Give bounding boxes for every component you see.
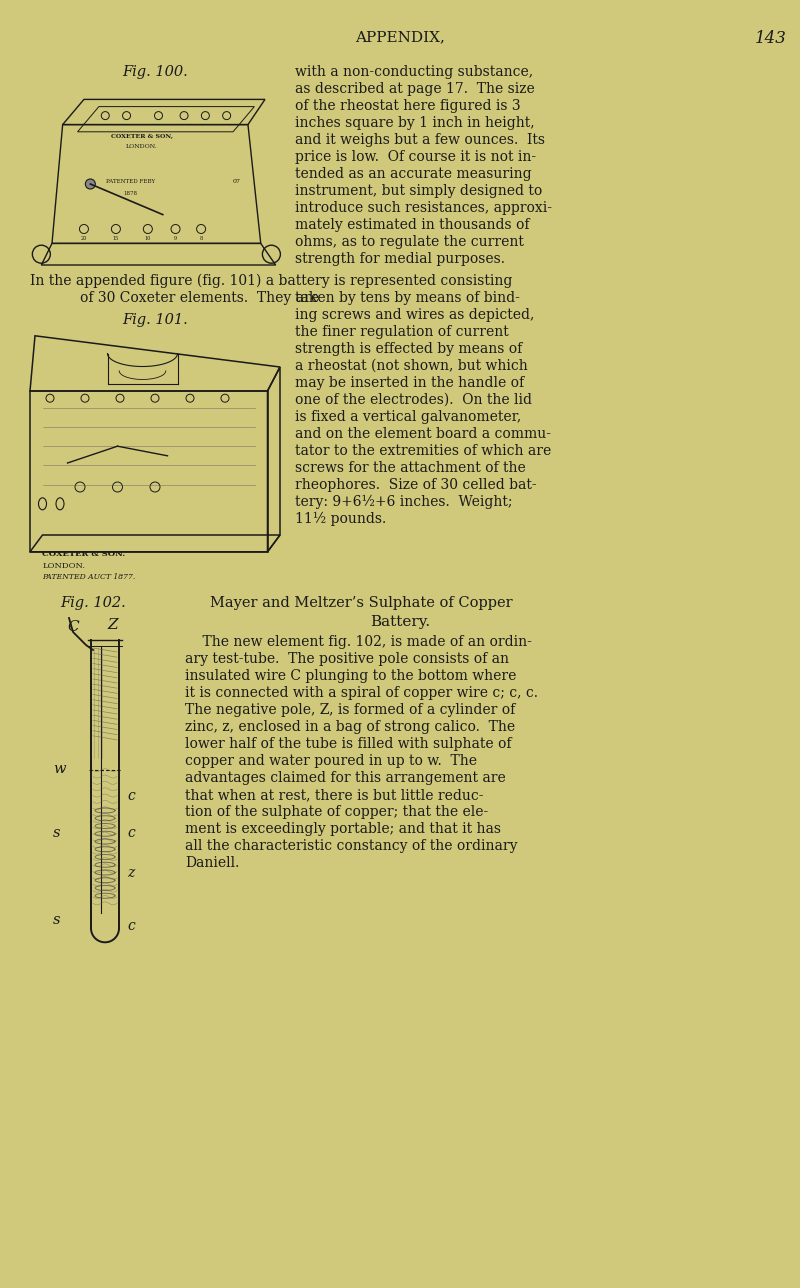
Text: insulated wire C plunging to the bottom where: insulated wire C plunging to the bottom … bbox=[185, 668, 516, 683]
Text: 143: 143 bbox=[755, 30, 787, 46]
Text: Battery.: Battery. bbox=[370, 614, 430, 629]
Text: 15: 15 bbox=[113, 236, 119, 241]
Text: Fig. 102.: Fig. 102. bbox=[60, 596, 126, 611]
Text: The new element fig. 102, is made of an ordin-: The new element fig. 102, is made of an … bbox=[185, 635, 532, 649]
Text: mately estimated in thousands of: mately estimated in thousands of bbox=[295, 218, 530, 232]
Text: and on the element board a commu-: and on the element board a commu- bbox=[295, 428, 551, 440]
Text: screws for the attachment of the: screws for the attachment of the bbox=[295, 461, 526, 475]
Text: APPENDIX,: APPENDIX, bbox=[355, 30, 445, 44]
Text: Z: Z bbox=[107, 618, 118, 632]
Text: In the appended figure (fig. 101) a battery is represented consisting: In the appended figure (fig. 101) a batt… bbox=[30, 274, 512, 289]
Text: of the rheostat here figured is 3: of the rheostat here figured is 3 bbox=[295, 99, 521, 113]
Text: tery: 9+6½+6 inches.  Weight;: tery: 9+6½+6 inches. Weight; bbox=[295, 495, 513, 509]
Text: it is connected with a spiral of copper wire c; c, c.: it is connected with a spiral of copper … bbox=[185, 687, 538, 699]
Text: zinc, z, enclosed in a bag of strong calico.  The: zinc, z, enclosed in a bag of strong cal… bbox=[185, 720, 515, 734]
Text: 20: 20 bbox=[81, 236, 87, 241]
Text: of 30 Coxeter elements.  They are: of 30 Coxeter elements. They are bbox=[81, 291, 319, 305]
Text: all the characteristic constancy of the ordinary: all the characteristic constancy of the … bbox=[185, 838, 518, 853]
Text: The negative pole, Z, is formed of a cylinder of: The negative pole, Z, is formed of a cyl… bbox=[185, 703, 515, 717]
Text: tion of the sulphate of copper; that the ele-: tion of the sulphate of copper; that the… bbox=[185, 805, 488, 819]
Text: z: z bbox=[127, 867, 134, 880]
Circle shape bbox=[86, 179, 95, 189]
Text: 11½ pounds.: 11½ pounds. bbox=[295, 513, 386, 527]
Text: instrument, but simply designed to: instrument, but simply designed to bbox=[295, 184, 542, 198]
Text: tended as an accurate measuring: tended as an accurate measuring bbox=[295, 167, 532, 182]
Text: ing screws and wires as depicted,: ing screws and wires as depicted, bbox=[295, 308, 534, 322]
Text: c: c bbox=[127, 826, 134, 840]
Text: 10: 10 bbox=[145, 236, 151, 241]
Text: 8: 8 bbox=[199, 236, 202, 241]
Text: strength is effected by means of: strength is effected by means of bbox=[295, 343, 522, 355]
Text: 1878: 1878 bbox=[124, 191, 138, 196]
Text: ary test-tube.  The positive pole consists of an: ary test-tube. The positive pole consist… bbox=[185, 652, 509, 666]
Text: the finer regulation of current: the finer regulation of current bbox=[295, 325, 509, 339]
Text: advantages claimed for this arrangement are: advantages claimed for this arrangement … bbox=[185, 772, 506, 784]
Text: LONDON.: LONDON. bbox=[126, 144, 158, 149]
Text: introduce such resistances, approxi-: introduce such resistances, approxi- bbox=[295, 201, 552, 215]
Text: inches square by 1 inch in height,: inches square by 1 inch in height, bbox=[295, 116, 534, 130]
Text: lower half of the tube is filled with sulphate of: lower half of the tube is filled with su… bbox=[185, 737, 511, 751]
Text: s: s bbox=[53, 826, 61, 840]
Text: tator to the extremities of which are: tator to the extremities of which are bbox=[295, 444, 551, 459]
Text: as described at page 17.  The size: as described at page 17. The size bbox=[295, 82, 534, 97]
Text: Mayer and Meltzer’s Sulphate of Copper: Mayer and Meltzer’s Sulphate of Copper bbox=[210, 596, 513, 611]
Text: c: c bbox=[127, 920, 134, 933]
Text: s: s bbox=[53, 913, 61, 927]
Text: may be inserted in the handle of: may be inserted in the handle of bbox=[295, 376, 524, 390]
Text: is fixed a vertical galvanometer,: is fixed a vertical galvanometer, bbox=[295, 410, 522, 424]
Text: rheophores.  Size of 30 celled bat-: rheophores. Size of 30 celled bat- bbox=[295, 478, 537, 492]
Text: one of the electrodes).  On the lid: one of the electrodes). On the lid bbox=[295, 393, 532, 407]
Text: Daniell.: Daniell. bbox=[185, 857, 239, 869]
Text: taken by tens by means of bind-: taken by tens by means of bind- bbox=[295, 291, 520, 305]
Text: 07: 07 bbox=[233, 179, 241, 184]
Text: COXETER & SON.: COXETER & SON. bbox=[42, 550, 126, 558]
Text: PATENTED FEBY: PATENTED FEBY bbox=[106, 179, 155, 184]
Text: COXETER & SON,: COXETER & SON, bbox=[110, 134, 172, 139]
Text: that when at rest, there is but little reduc-: that when at rest, there is but little r… bbox=[185, 788, 483, 802]
Text: C: C bbox=[67, 620, 78, 634]
Text: LONDON.: LONDON. bbox=[42, 562, 86, 571]
Text: a rheostat (not shown, but which: a rheostat (not shown, but which bbox=[295, 359, 528, 374]
Text: strength for medial purposes.: strength for medial purposes. bbox=[295, 252, 505, 267]
Text: Fig. 100.: Fig. 100. bbox=[122, 64, 188, 79]
Text: price is low.  Of course it is not in-: price is low. Of course it is not in- bbox=[295, 149, 536, 164]
Text: c: c bbox=[127, 788, 134, 802]
Text: w: w bbox=[53, 762, 66, 777]
Text: Fig. 101.: Fig. 101. bbox=[122, 313, 188, 327]
Text: and it weighs but a few ounces.  Its: and it weighs but a few ounces. Its bbox=[295, 133, 545, 147]
Text: ment is exceedingly portable; and that it has: ment is exceedingly portable; and that i… bbox=[185, 822, 501, 836]
Text: PATENTED AUCT 1877.: PATENTED AUCT 1877. bbox=[42, 573, 136, 581]
Text: with a non-conducting substance,: with a non-conducting substance, bbox=[295, 64, 533, 79]
Text: 9: 9 bbox=[174, 236, 177, 241]
Text: ohms, as to regulate the current: ohms, as to regulate the current bbox=[295, 234, 524, 249]
Text: copper and water poured in up to w.  The: copper and water poured in up to w. The bbox=[185, 753, 477, 768]
